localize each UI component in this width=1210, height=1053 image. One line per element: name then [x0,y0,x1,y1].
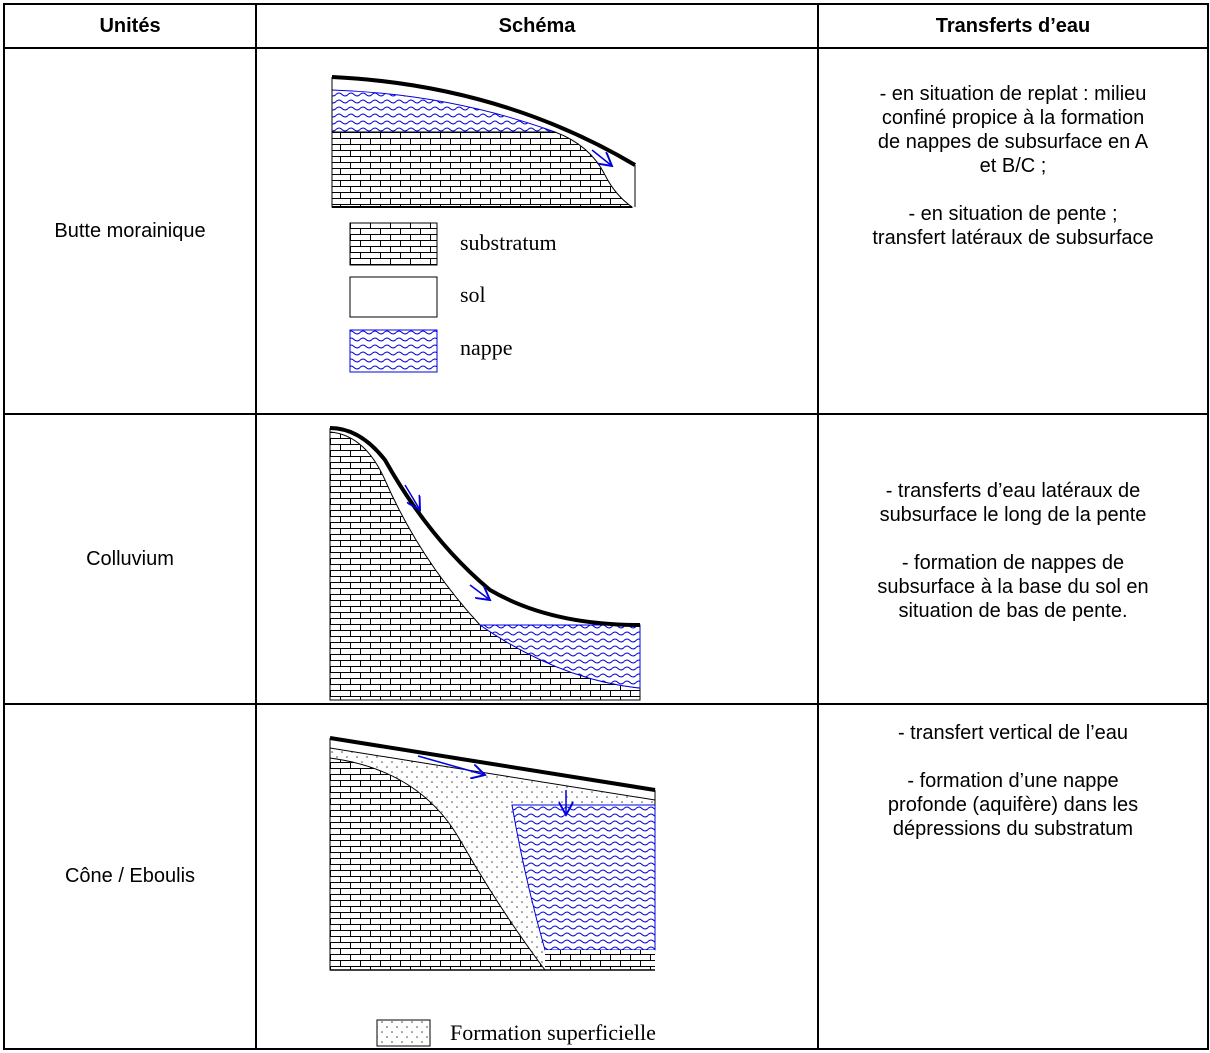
schema-colluvium [330,428,640,700]
legend-label: nappe [460,335,513,360]
legend-label: sol [460,282,486,307]
schema-cone: Formation superficielle [330,738,656,1046]
schema-butte: substratum sol nappe [332,77,635,372]
legend-label: substratum [460,230,557,255]
page: Unités Schéma Transferts d’eau Butte mor… [0,0,1210,1053]
legend-label: Formation superficielle [450,1020,656,1045]
diagrams: substratum sol nappe Formation superfici… [0,0,1210,1053]
